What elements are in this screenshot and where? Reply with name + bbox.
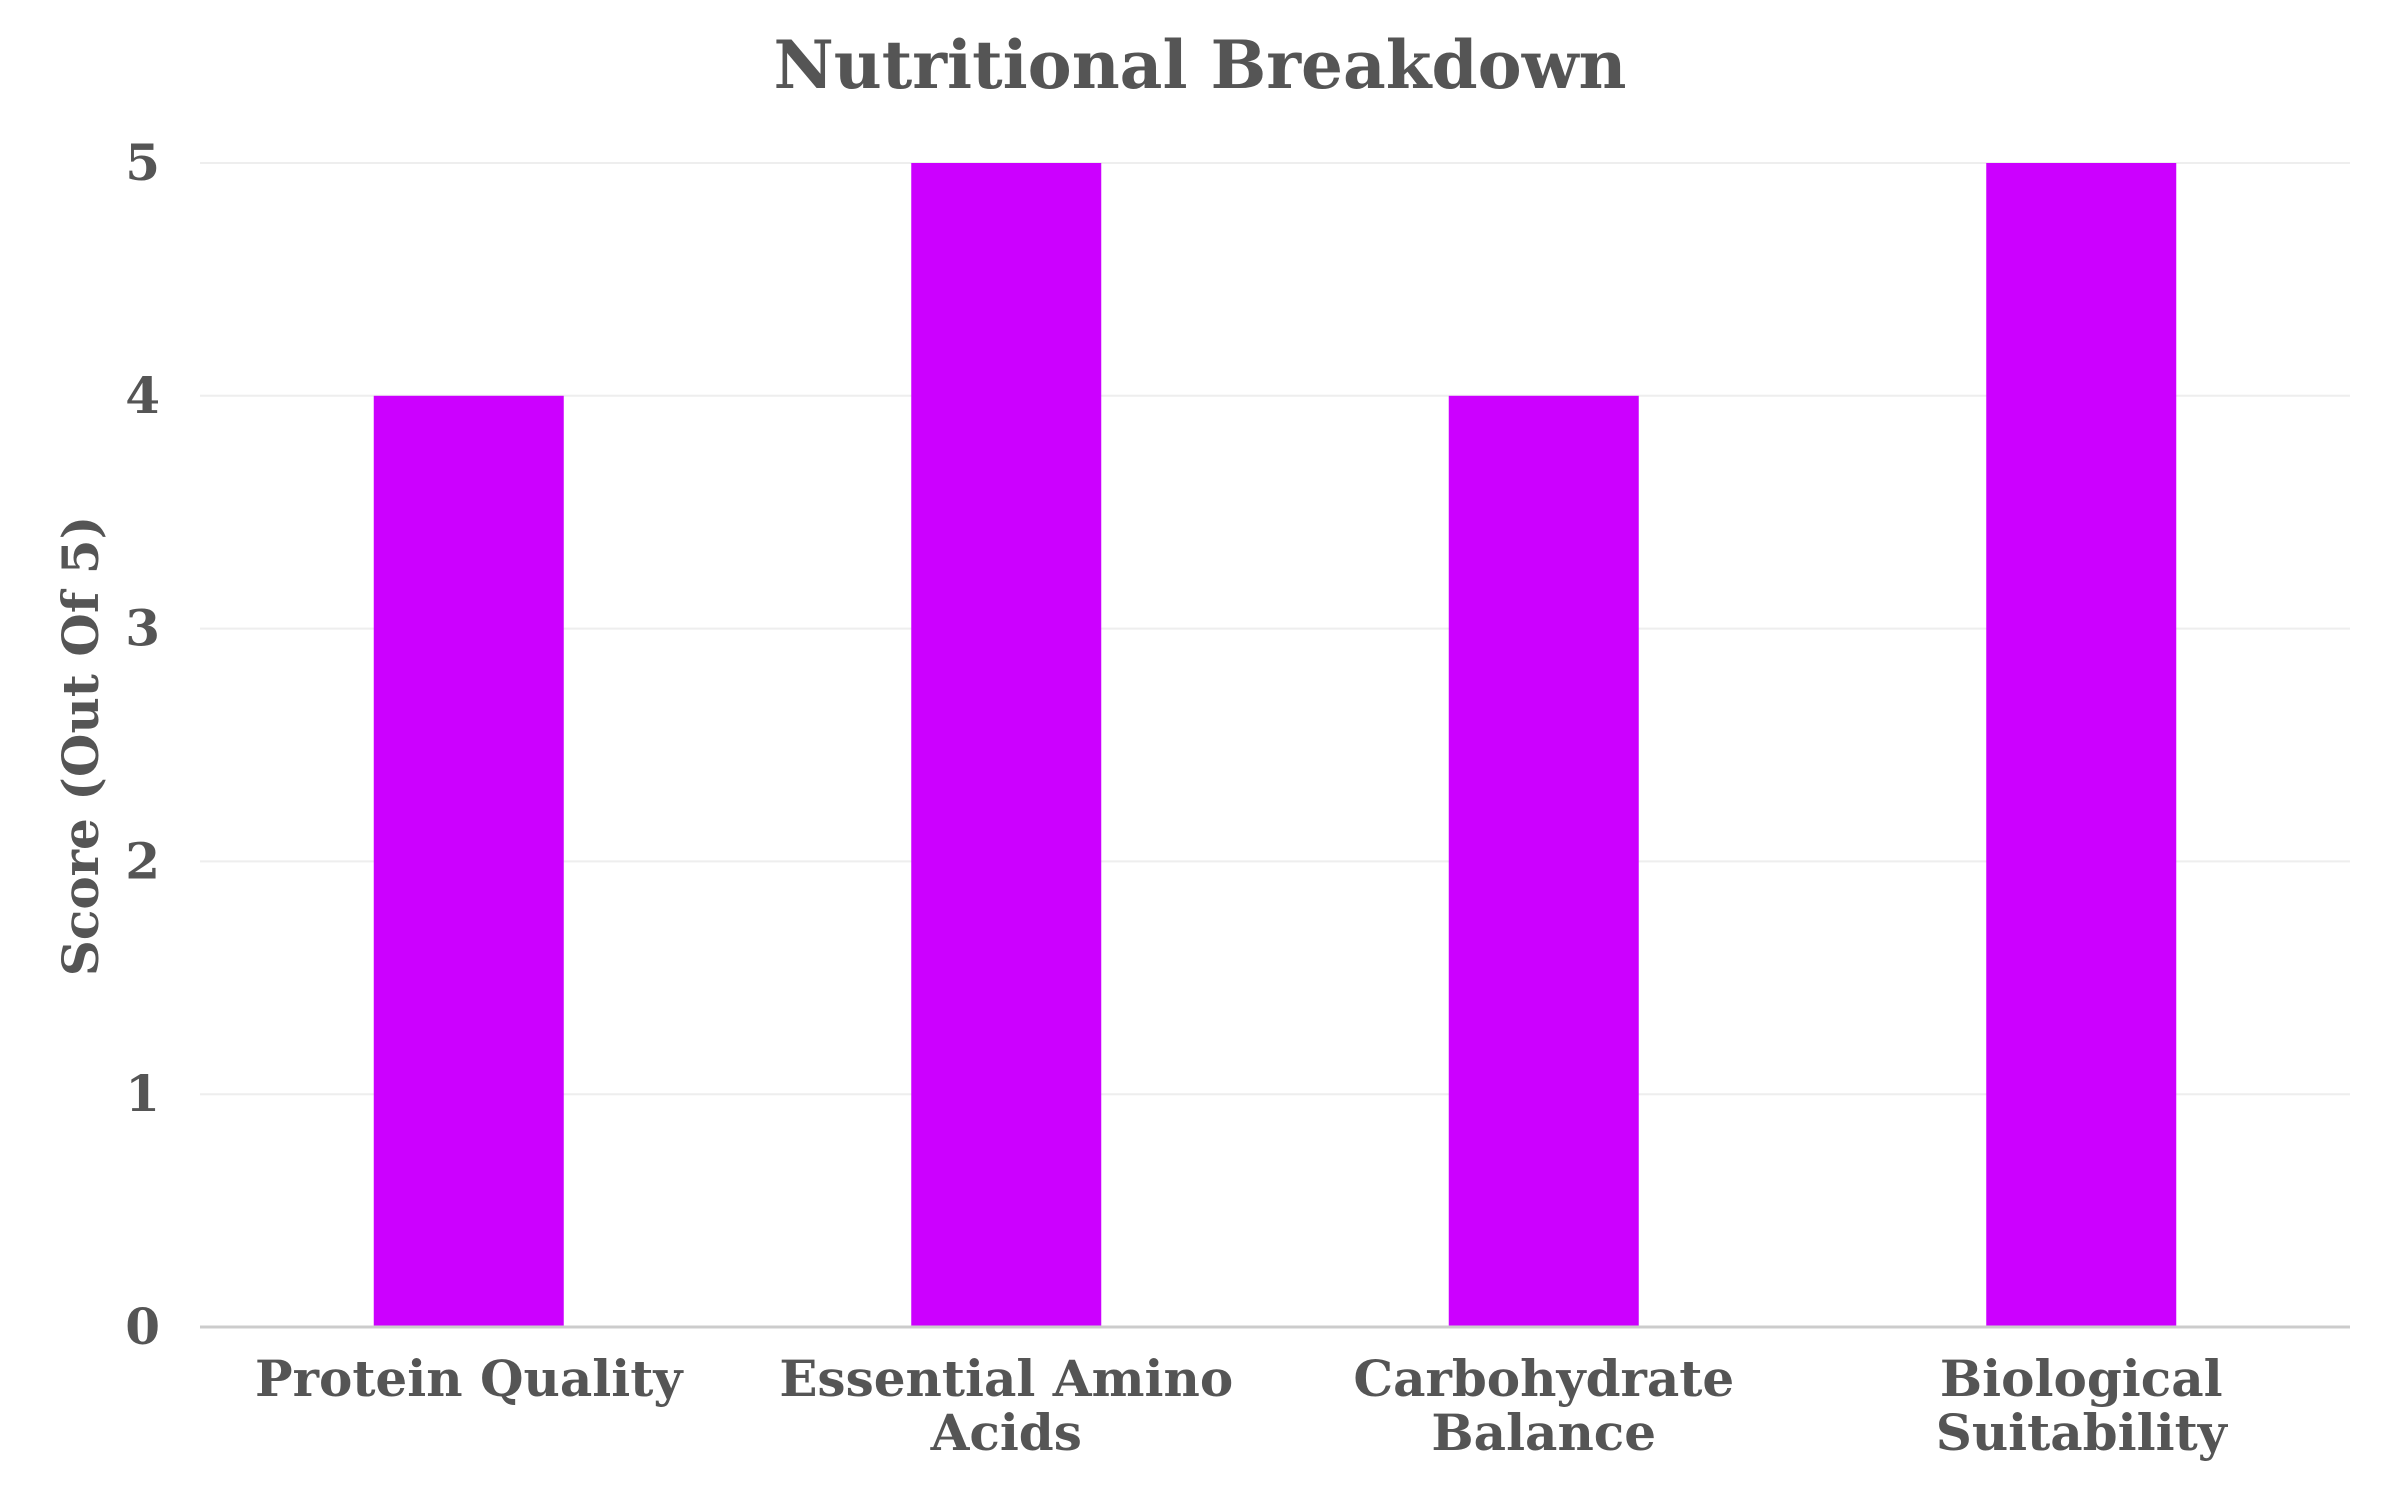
x-category-label: Acids [930,1403,1082,1462]
x-category-label: Essential Amino [779,1349,1233,1408]
bars [373,163,2177,1327]
y-tick-label: 0 [125,1297,160,1356]
x-category-label: Balance [1431,1403,1656,1462]
y-tick-label: 2 [125,831,160,890]
y-axis-ticks: 0 1 2 3 4 5 [125,133,160,1356]
bar [373,395,564,1327]
chart-title: Nutritional Breakdown [773,26,1626,104]
x-category-label: Biological [1940,1349,2223,1408]
x-category-label: Suitability [1936,1403,2229,1462]
y-tick-label: 4 [125,366,160,425]
bar [1448,395,1639,1327]
y-tick-label: 1 [125,1064,160,1123]
bar [1986,163,2177,1327]
bar [911,163,1102,1327]
y-tick-label: 5 [125,133,160,192]
y-tick-label: 3 [125,599,160,658]
x-category-label: Protein Quality [255,1349,684,1408]
y-axis-label: Score (Out Of 5) [51,516,110,976]
x-category-label: Carbohydrate [1353,1349,1734,1408]
